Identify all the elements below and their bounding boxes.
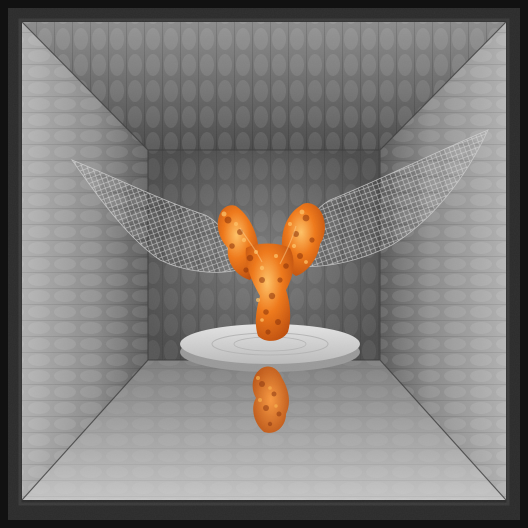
render-viewport xyxy=(8,8,520,520)
3d-scene xyxy=(8,8,520,520)
